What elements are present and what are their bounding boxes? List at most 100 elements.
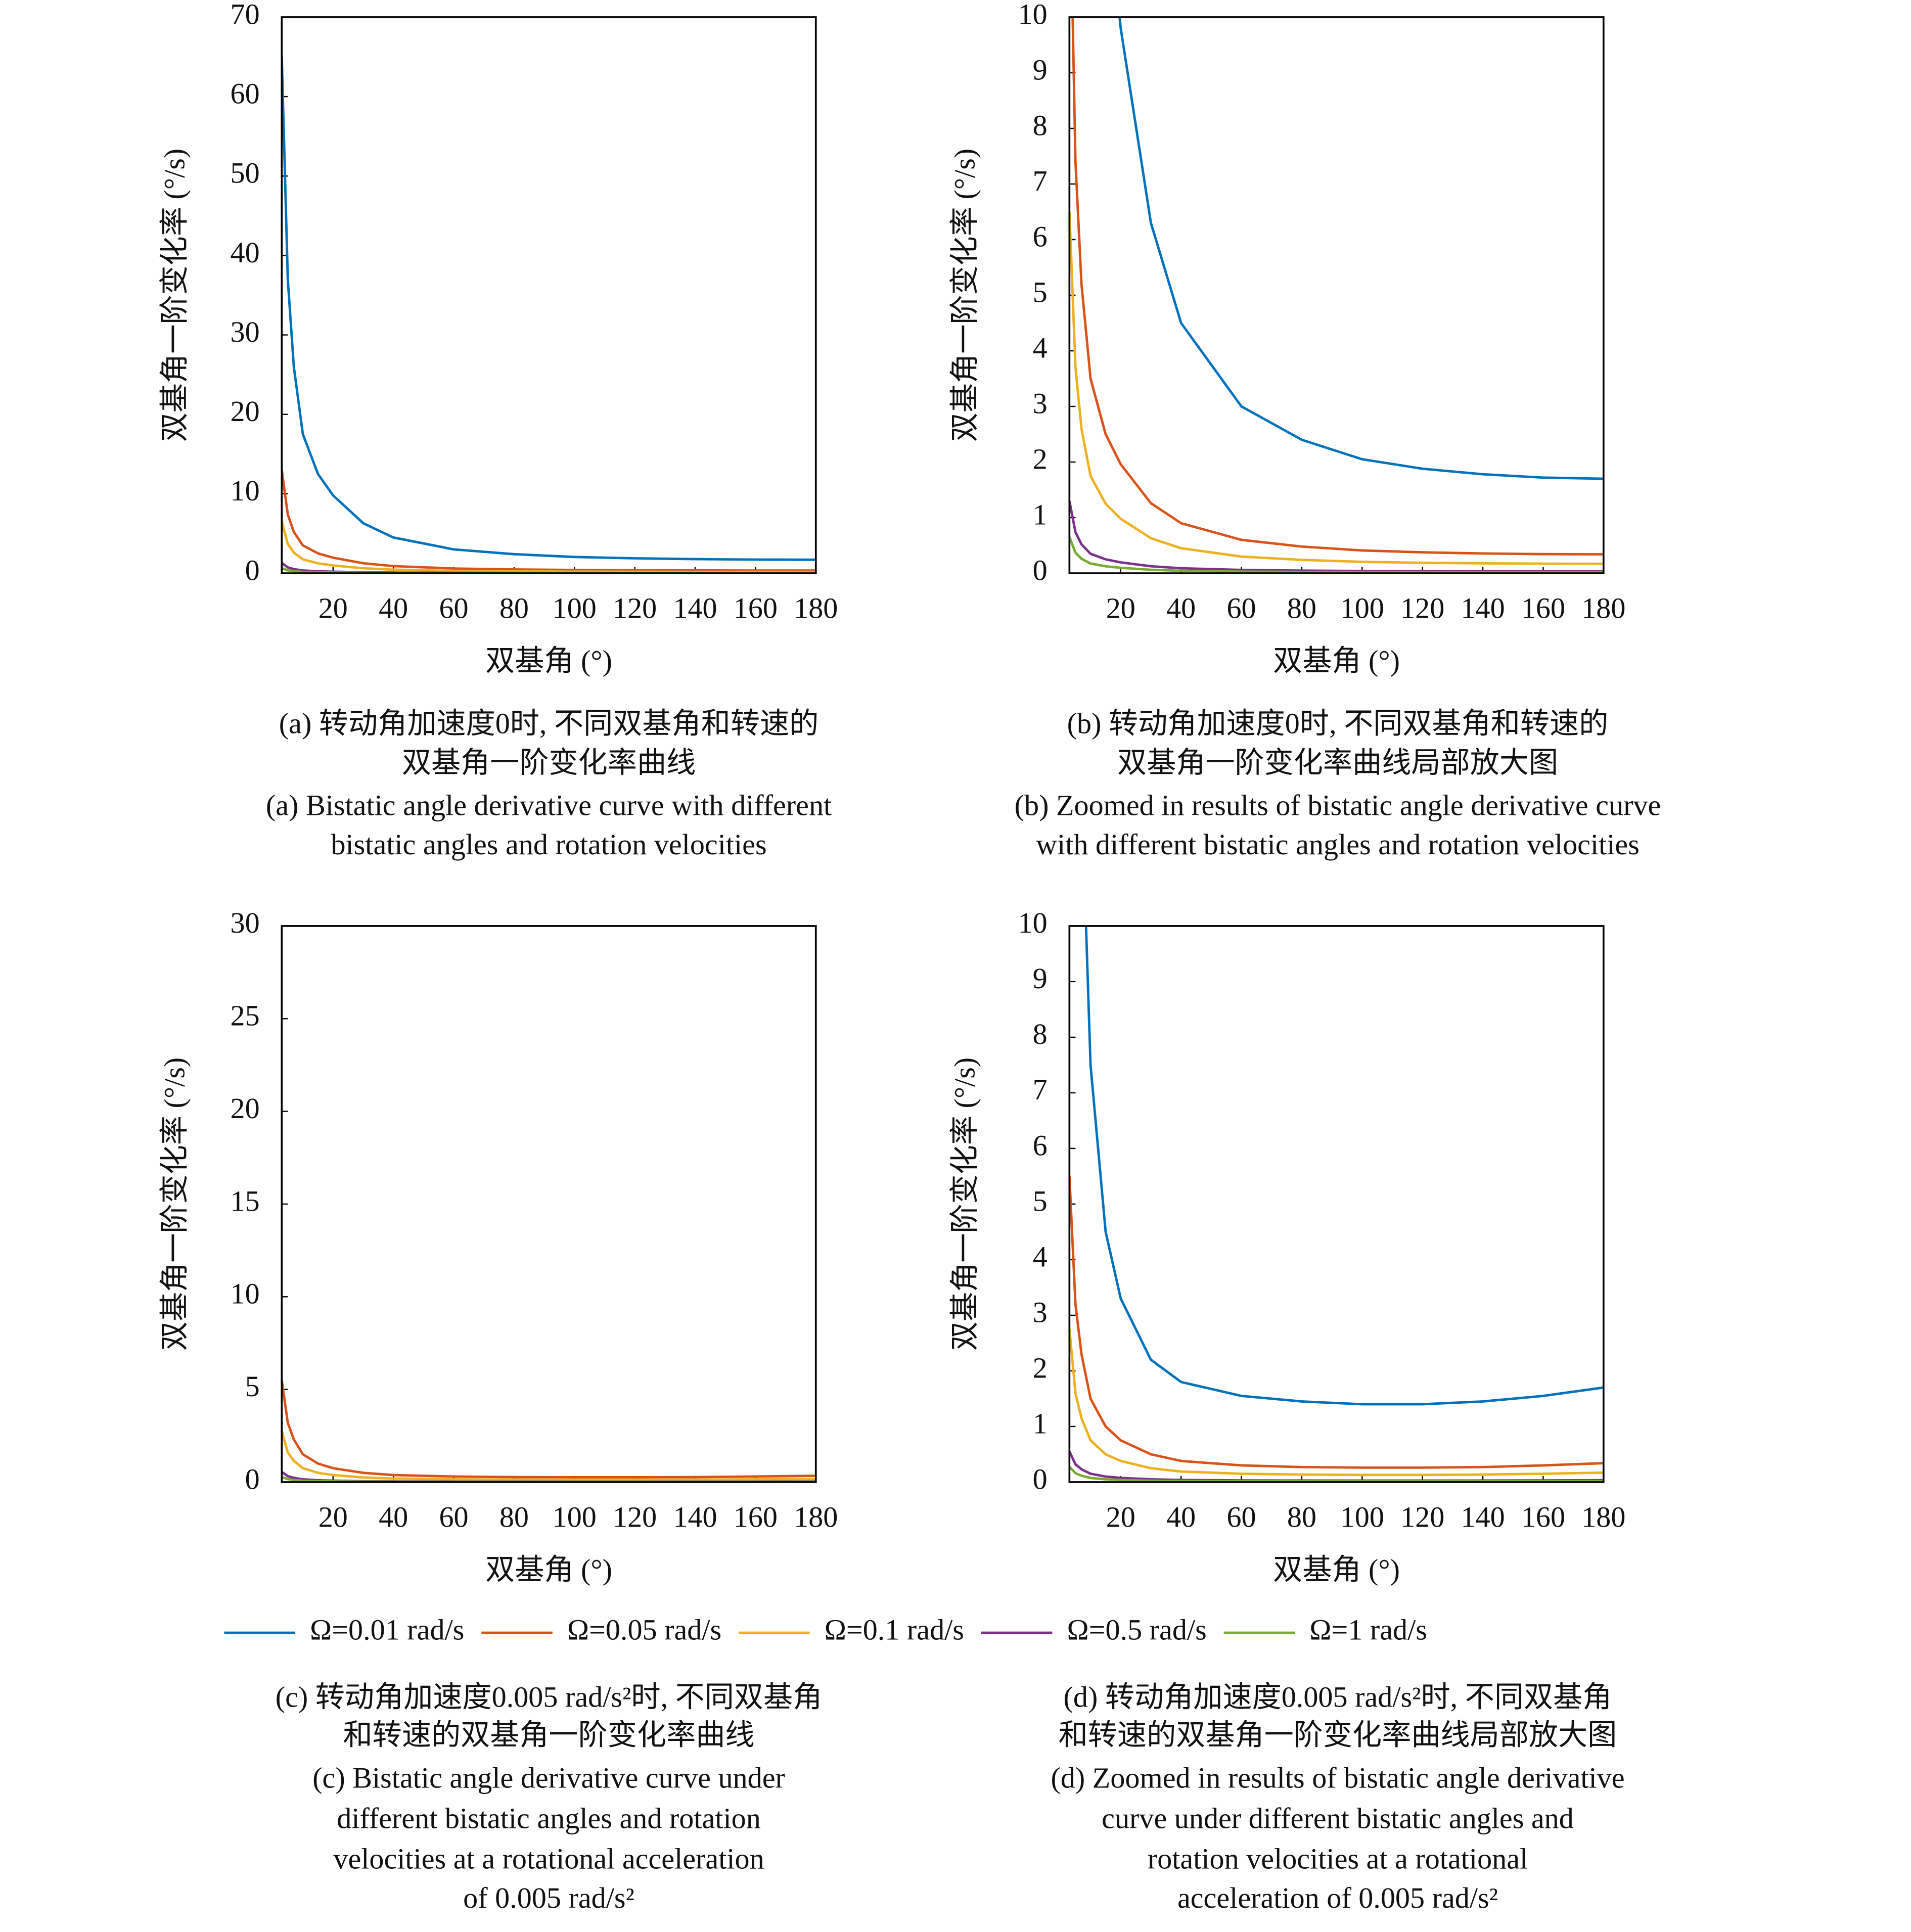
x-tick-label: 40 [1166,1500,1196,1533]
y-tick-label: 30 [231,315,260,348]
caption-line: (c) 转动角加速度0.005 rad/s²时, 不同双基角 [276,1681,823,1714]
caption-line: different bistatic angles and rotation [337,1802,760,1834]
y-tick-label: 5 [1033,1184,1048,1217]
x-tick-label: 60 [1226,591,1256,624]
y-tick-label: 25 [231,999,260,1032]
y-tick-label: 3 [1033,1296,1048,1328]
plot-lines [282,1379,816,1482]
legend-label: Ω=0.01 rad/s [310,1613,464,1646]
plot-lines [1069,926,1604,1482]
y-axis-label: 双基角一阶变化率 (°/s) [948,149,981,442]
y-axis-label: 双基角一阶变化率 (°/s) [158,1057,191,1351]
caption-line: 和转速的双基角一阶变化率曲线局部放大图 [1059,1719,1617,1752]
caption-line: rotation velocities at a rotational [1148,1842,1528,1875]
y-tick-label: 50 [231,157,260,190]
x-axis-label: 双基角 (°) [1273,645,1400,677]
x-tick-label: 60 [439,1500,468,1533]
plot-frame [281,16,817,574]
x-axis-label: 双基角 (°) [485,645,612,677]
series-line [1069,211,1604,565]
x-tick-label: 80 [1287,591,1316,624]
y-tick-label: 2 [1033,1351,1048,1384]
plot-frame [281,925,817,1483]
y-tick-label: 10 [1018,0,1048,30]
y-tick-label: 2 [1033,442,1048,475]
caption-line: (d) 转动角加速度0.005 rad/s²时, 不同双基角 [1064,1681,1612,1714]
y-tick-label: 20 [231,395,260,428]
y-tick-label: 10 [1018,906,1048,939]
caption-line: velocities at a rotational acceleration [333,1842,764,1875]
series-line [1118,17,1604,480]
x-tick-label: 20 [318,1500,348,1533]
y-tick-label: 10 [231,474,260,507]
plot-frame [1068,925,1605,1483]
y-tick-label: 60 [231,77,260,110]
y-tick-label: 4 [1033,331,1048,364]
y-tick-label: 8 [1033,1018,1048,1050]
x-tick-label: 120 [613,591,657,624]
caption-line: 双基角一阶变化率曲线局部放大图 [1117,746,1558,779]
caption-line: acceleration of 0.005 rad/s² [1177,1881,1498,1914]
x-tick-label: 140 [673,591,717,624]
y-tick-label: 9 [1033,53,1048,86]
x-tick-label: 180 [1581,1500,1625,1533]
y-tick-label: 15 [231,1184,260,1217]
x-axis-label: 双基角 (°) [1273,1553,1400,1586]
plot-frame [1068,16,1605,574]
series-line [282,57,816,561]
y-tick-label: 6 [1033,220,1048,253]
y-tick-label: 0 [1033,1462,1048,1495]
caption-line: of 0.005 rad/s² [463,1881,634,1914]
y-tick-label: 7 [1033,1073,1048,1106]
y-tick-label: 1 [1033,498,1048,531]
y-tick-label: 5 [1033,275,1048,308]
series-line [282,470,816,572]
y-axis-label: 双基角一阶变化率 (°/s) [948,1057,981,1351]
x-tick-label: 80 [499,1500,529,1533]
x-tick-label: 160 [734,1500,778,1533]
x-tick-label: 100 [553,1500,597,1533]
x-tick-label: 180 [794,591,838,624]
caption-line: 和转速的双基角一阶变化率曲线 [343,1719,755,1752]
x-tick-label: 20 [318,591,348,624]
series-line [1069,536,1604,574]
y-tick-label: 40 [231,236,260,269]
x-tick-label: 60 [1226,1500,1256,1533]
y-tick-label: 1 [1033,1407,1048,1440]
caption-line: bistatic angles and rotation velocities [331,828,766,861]
series-line [1084,926,1604,1406]
y-tick-label: 0 [1033,554,1048,586]
y-tick-label: 8 [1033,109,1048,142]
y-tick-label: 5 [245,1370,260,1403]
x-tick-label: 140 [1461,1500,1505,1533]
x-tick-label: 120 [1400,1500,1444,1533]
x-tick-label: 20 [1106,1500,1135,1533]
plot-lines [1069,17,1604,574]
caption-line: (c) Bistatic angle derivative curve unde… [312,1762,785,1795]
y-tick-label: 10 [231,1277,260,1310]
x-tick-label: 80 [499,591,529,624]
x-tick-label: 80 [1287,1500,1316,1533]
legend-label: Ω=0.5 rad/s [1067,1613,1206,1646]
caption-line: (d) Zoomed in results of bistatic angle … [1051,1762,1624,1795]
caption-line: 双基角一阶变化率曲线 [402,746,696,779]
x-tick-label: 140 [1461,591,1505,624]
y-tick-label: 20 [231,1092,260,1125]
x-tick-label: 100 [553,591,597,624]
caption-line: with different bistatic angles and rotat… [1036,828,1640,861]
x-tick-label: 100 [1340,1500,1384,1533]
x-tick-label: 160 [1521,1500,1565,1533]
x-tick-label: 100 [1340,591,1384,624]
caption-line: (a) Bistatic angle derivative curve with… [266,789,832,822]
y-tick-label: 6 [1033,1129,1048,1162]
y-tick-label: 7 [1033,164,1048,197]
y-tick-label: 0 [245,1462,260,1495]
y-tick-label: 70 [231,0,260,30]
series-line [1071,17,1604,556]
caption-line: (b) 转动角加速度0时, 不同双基角和转速的 [1067,707,1609,740]
caption-line: curve under different bistatic angles an… [1102,1802,1574,1834]
y-axis-label: 双基角一阶变化率 (°/s) [158,149,191,442]
x-tick-label: 40 [379,591,408,624]
legend-label: Ω=0.1 rad/s [825,1613,964,1646]
